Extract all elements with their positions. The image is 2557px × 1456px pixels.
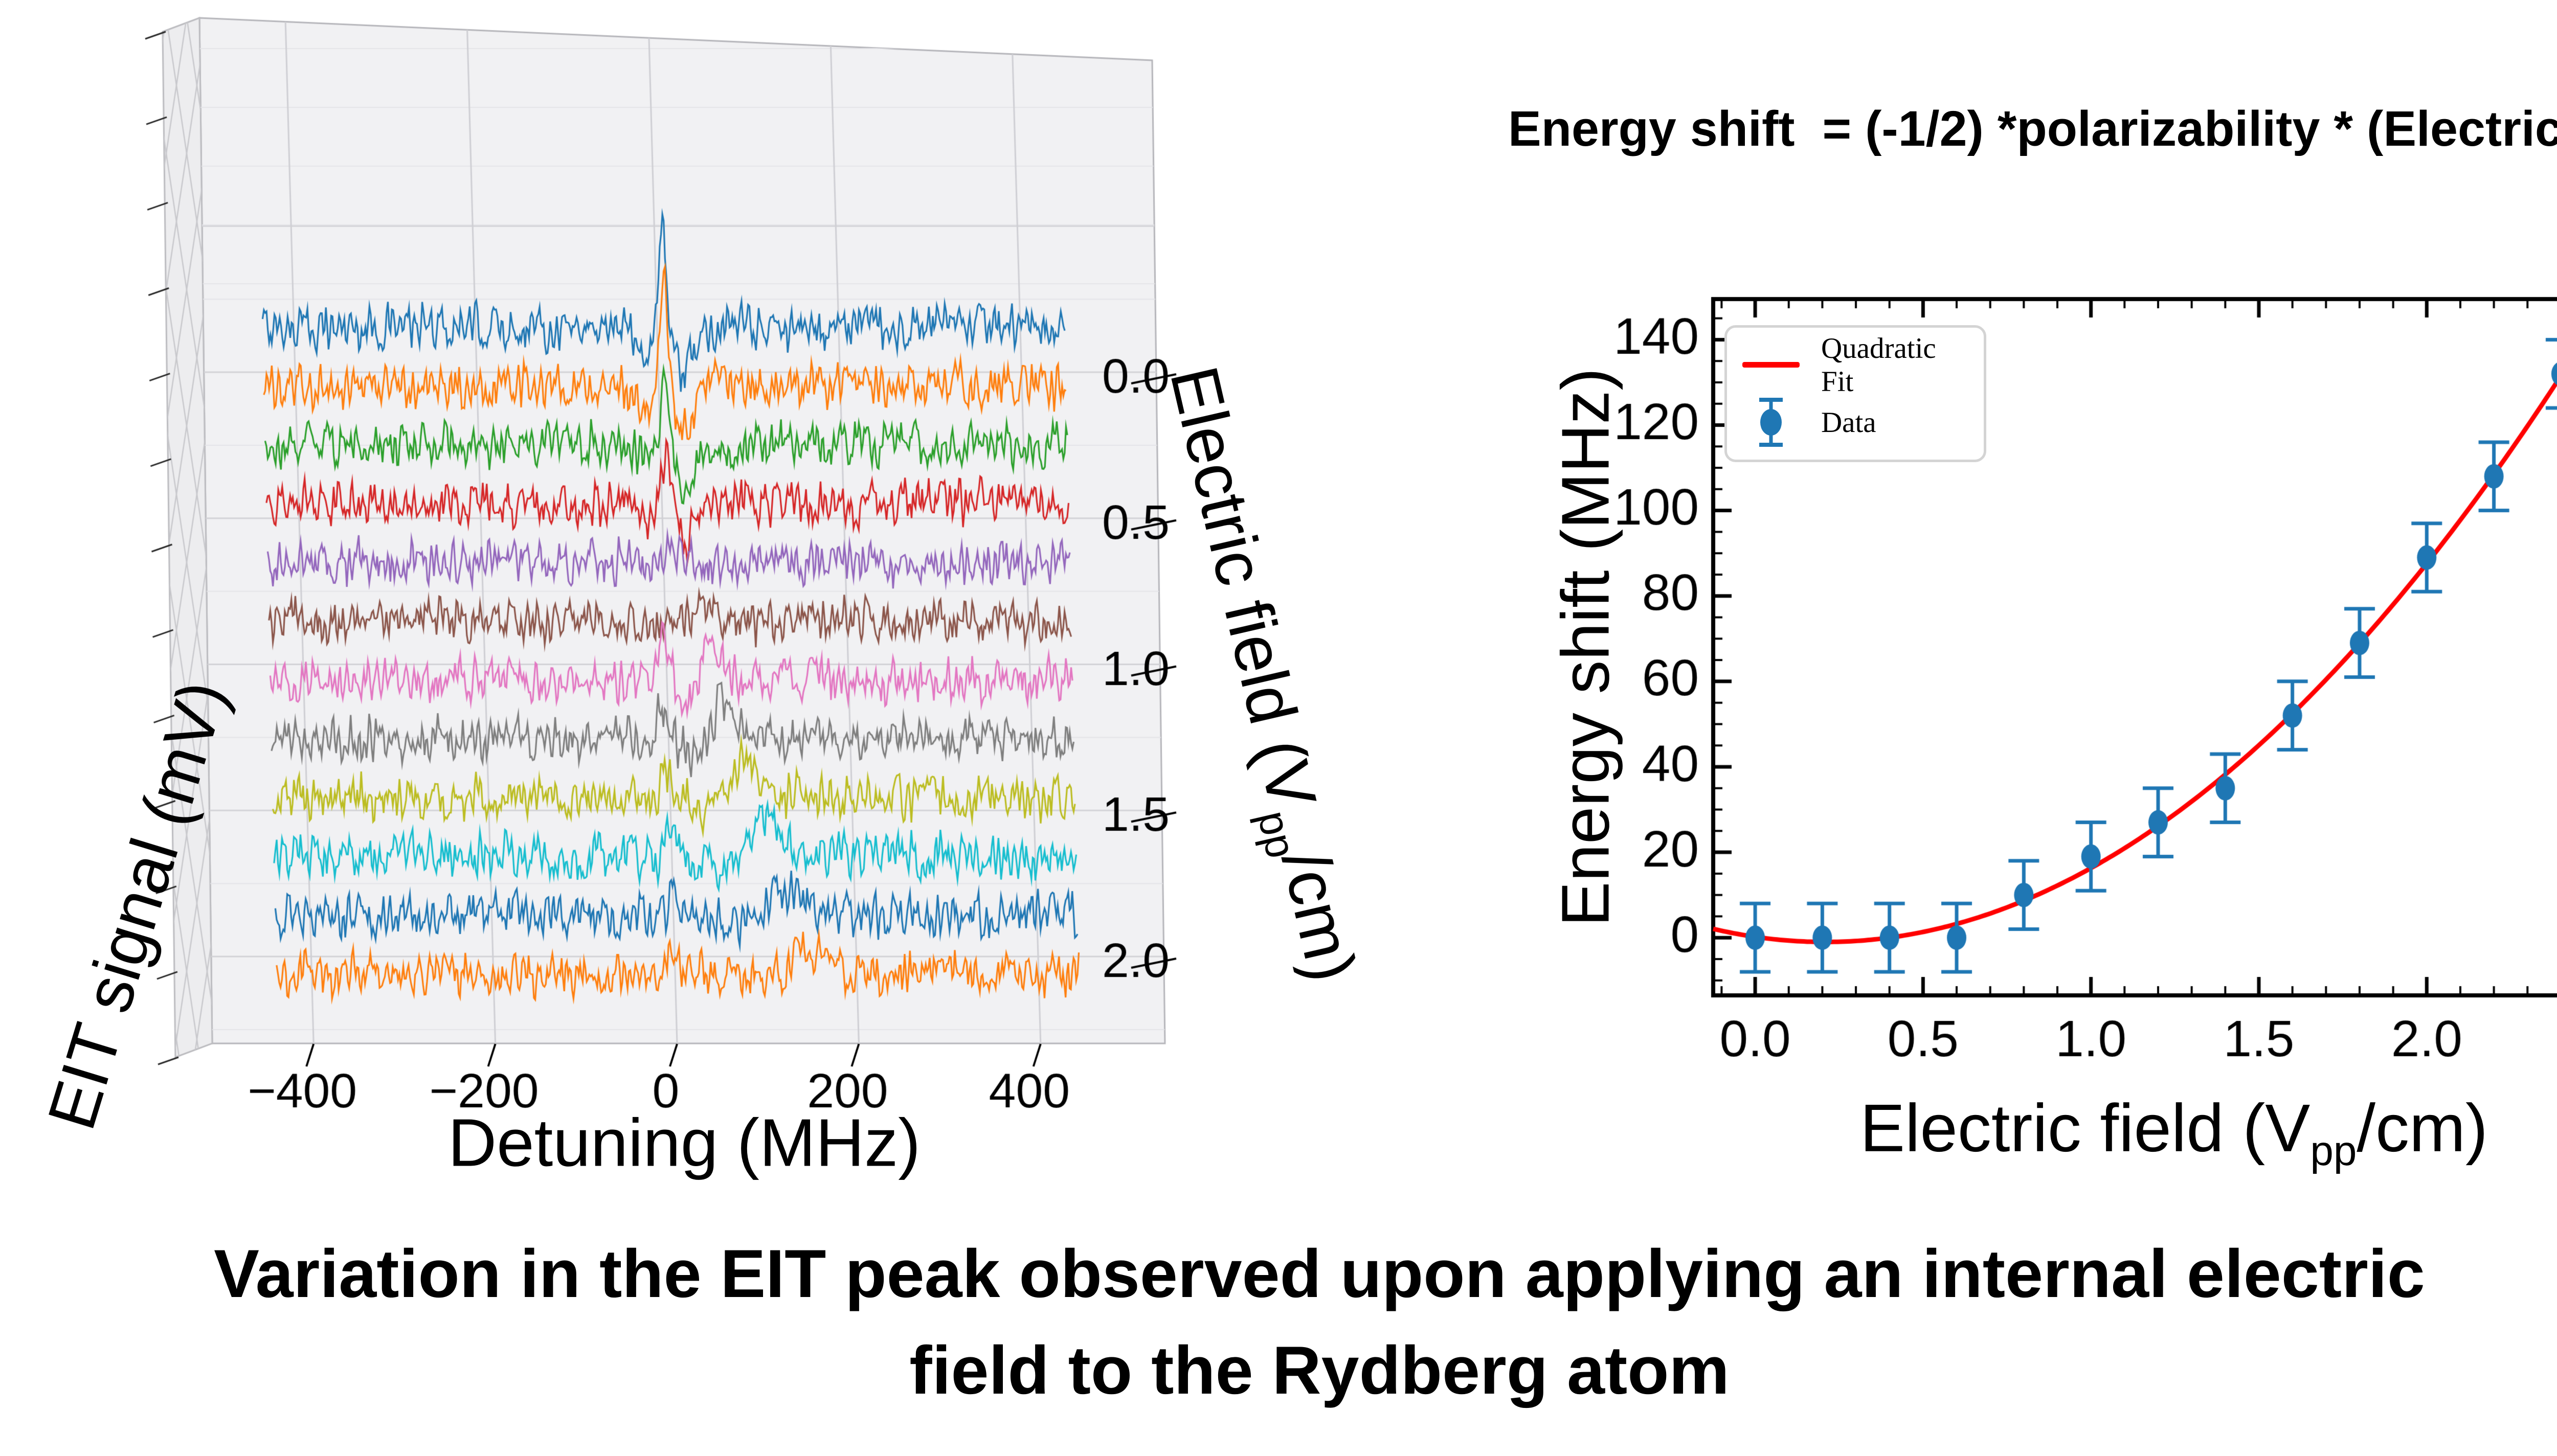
waterfall-plot-canvas	[0, 0, 1406, 1217]
scatter-yaxis-label: Energy shift (MHz)	[1547, 368, 1623, 927]
legend-line-swatch	[1740, 362, 1802, 368]
scatter-xlabel-sub: pp	[2310, 1128, 2357, 1175]
legend-entry-data: Data	[1740, 397, 1970, 448]
legend-errorbar-swatch	[1740, 398, 1802, 447]
legend: Quadratic Fit Data	[1724, 325, 1986, 462]
scatter-xlabel-main: Electric field (V	[1860, 1090, 2311, 1166]
caption-line-2: field to the Rydberg atom	[909, 1332, 1730, 1408]
scatter-xlabel-end: /cm)	[2357, 1090, 2488, 1166]
legend-entry-fit: Quadratic Fit	[1740, 332, 1970, 398]
waterfall-xaxis-label: Detuning (MHz)	[447, 1105, 921, 1180]
legend-fit-label: Quadratic Fit	[1821, 332, 1936, 398]
scatter-xaxis-label: Electric field (Vpp/cm)	[1860, 1089, 2488, 1175]
formula-body: Energy shift = (-1/2) *polarizability * …	[1508, 101, 2557, 156]
caption-line-1: Variation in the EIT peak observed upon …	[214, 1236, 2425, 1312]
figure-caption: Variation in the EIT peak observed upon …	[0, 1226, 2557, 1419]
formula-text: Energy shift = (-1/2) *polarizability * …	[1508, 100, 2557, 157]
legend-data-label: Data	[1821, 406, 1876, 439]
